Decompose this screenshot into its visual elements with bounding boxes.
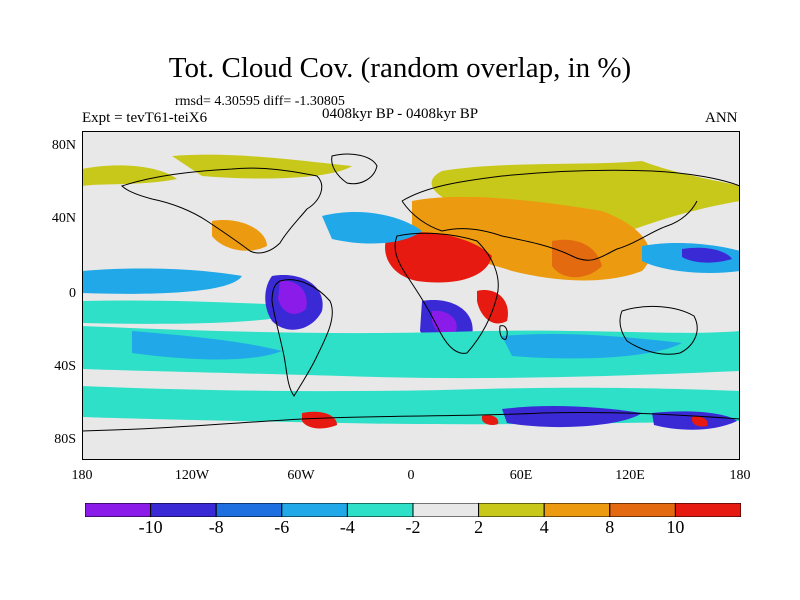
colorbar-box <box>543 503 611 517</box>
lat-label-40n: 40N <box>51 211 76 226</box>
colorbar-box <box>674 503 741 517</box>
colorbar-label: 8 <box>605 517 615 537</box>
colorbar-box <box>609 503 676 517</box>
colorbar-label: -10 <box>138 517 163 537</box>
colorbar-box <box>215 503 283 517</box>
colorbar-label: 2 <box>474 517 484 537</box>
colorbar-label: -6 <box>274 517 290 537</box>
lon-label-120e: 120E <box>615 468 645 483</box>
lon-label-0: 0 <box>407 468 415 483</box>
lon-label-120w: 120W <box>174 468 210 483</box>
coastlines <box>82 153 740 432</box>
colorbar-label: -4 <box>339 517 355 537</box>
cloud-cover-map <box>82 131 740 460</box>
colorbar-box <box>346 503 414 517</box>
lon-label-60w: 60W <box>287 468 315 483</box>
period-label: 0408kyr BP - 0408kyr BP <box>322 106 479 122</box>
lat-label-80n: 80N <box>51 138 76 153</box>
stats-text: rmsd= 4.30595 diff= -1.30805 <box>175 94 345 109</box>
lat-label-0: 0 <box>69 286 76 301</box>
colorbar-box <box>281 503 348 517</box>
colorbar-box <box>412 503 480 517</box>
season-label: ANN <box>705 110 738 126</box>
colorbar-label: -2 <box>405 517 421 537</box>
lat-label-40s: 40S <box>54 359 76 374</box>
colorbar-label: -8 <box>208 517 224 537</box>
colorbar-label: 4 <box>539 517 549 537</box>
anomaly-field <box>82 154 740 430</box>
lon-label-60e: 60E <box>509 468 533 483</box>
map-frame <box>82 131 740 460</box>
experiment-label: Expt = tevT61-teiX6 <box>82 110 208 126</box>
lat-label-80s: 80S <box>54 432 76 447</box>
colorbar <box>85 503 741 517</box>
lon-label-180e: 180 <box>729 468 751 483</box>
colorbar-box <box>150 503 217 517</box>
map-title: Tot. Cloud Cov. (random overlap, in %) <box>168 52 632 84</box>
lon-label-180w: 180 <box>71 468 93 483</box>
colorbar-label: 10 <box>666 517 685 537</box>
colorbar-box <box>478 503 545 517</box>
colorbar-box <box>85 503 152 517</box>
